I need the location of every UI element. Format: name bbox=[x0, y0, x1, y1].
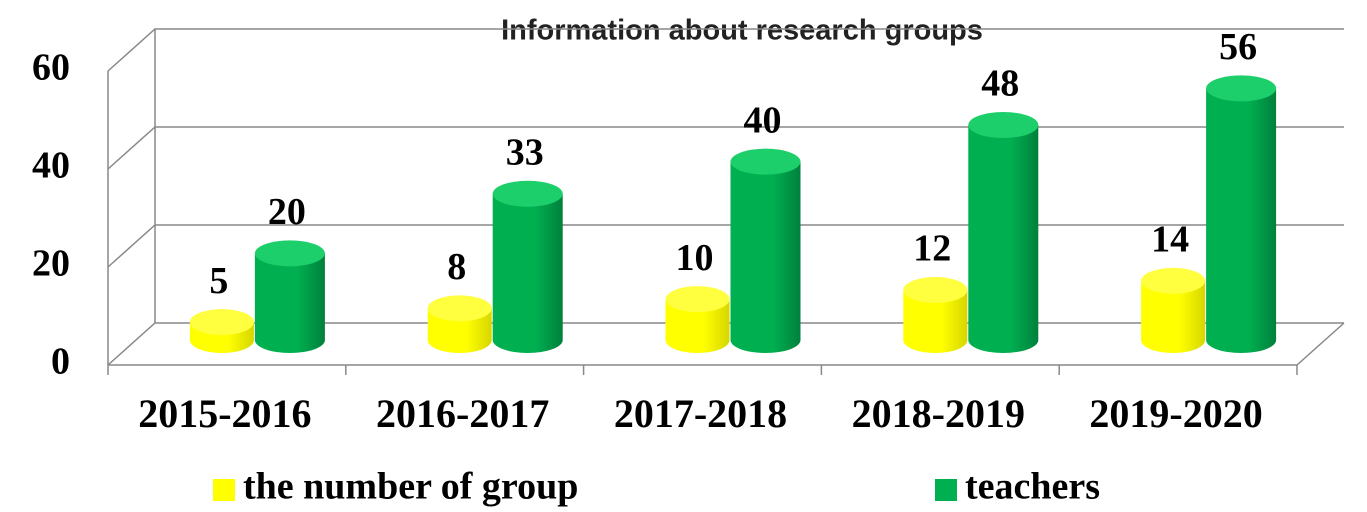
value-label: 33 bbox=[506, 131, 544, 173]
legend-swatch bbox=[935, 479, 957, 501]
value-label: 40 bbox=[744, 99, 782, 141]
value-label: 56 bbox=[1219, 26, 1257, 68]
y-tick-label: 20 bbox=[32, 243, 70, 285]
value-label: 20 bbox=[268, 191, 306, 233]
y-tick-label: 0 bbox=[51, 341, 70, 383]
bar bbox=[1141, 267, 1206, 353]
bar-body bbox=[1206, 88, 1277, 353]
bar-top bbox=[254, 240, 325, 267]
bar bbox=[903, 277, 968, 353]
bar-top bbox=[189, 309, 254, 336]
bar-body bbox=[1141, 280, 1206, 353]
value-label: 48 bbox=[981, 63, 1019, 105]
value-label: 10 bbox=[676, 237, 714, 279]
bar-body bbox=[665, 299, 730, 353]
value-label: 12 bbox=[913, 228, 951, 270]
bar bbox=[1206, 75, 1277, 353]
bar-top bbox=[730, 148, 801, 175]
axis-line bbox=[1296, 322, 1345, 366]
bar bbox=[730, 148, 801, 353]
grid-line bbox=[107, 126, 1344, 170]
bar-top bbox=[492, 180, 563, 207]
bar bbox=[968, 112, 1039, 353]
legend-label: the number of group bbox=[243, 466, 578, 508]
bar-body bbox=[968, 125, 1039, 353]
bar bbox=[427, 295, 492, 353]
legend-label: teachers bbox=[965, 466, 1100, 508]
bar bbox=[189, 309, 254, 353]
bar-top bbox=[968, 112, 1039, 138]
y-tick-label: 40 bbox=[32, 145, 70, 187]
value-label: 8 bbox=[447, 246, 466, 288]
bar-top bbox=[1141, 267, 1206, 294]
value-label: 5 bbox=[209, 260, 228, 302]
value-label: 14 bbox=[1151, 219, 1189, 261]
grid-line bbox=[107, 28, 1344, 72]
y-tick-label: 60 bbox=[32, 47, 70, 89]
x-tick-label: 2019-2020 bbox=[1089, 391, 1262, 436]
bar-top bbox=[1206, 75, 1277, 102]
bar bbox=[254, 240, 325, 353]
bar bbox=[665, 286, 730, 353]
x-tick-label: 2017-2018 bbox=[614, 391, 787, 436]
bar-top bbox=[427, 295, 492, 322]
bar-top bbox=[665, 286, 730, 313]
chart-title: Information about research groups bbox=[501, 15, 983, 47]
x-tick-label: 2016-2017 bbox=[376, 391, 549, 436]
grid-line bbox=[107, 224, 1344, 268]
bar-top bbox=[903, 277, 968, 303]
x-tick-label: 2018-2019 bbox=[852, 391, 1025, 436]
bar-body bbox=[492, 193, 563, 353]
legend-swatch bbox=[213, 479, 235, 501]
bar-body bbox=[903, 290, 968, 353]
bar bbox=[492, 180, 563, 353]
bar-body bbox=[730, 161, 801, 353]
bar-body bbox=[254, 253, 325, 353]
x-tick-label: 2015-2016 bbox=[138, 391, 311, 436]
